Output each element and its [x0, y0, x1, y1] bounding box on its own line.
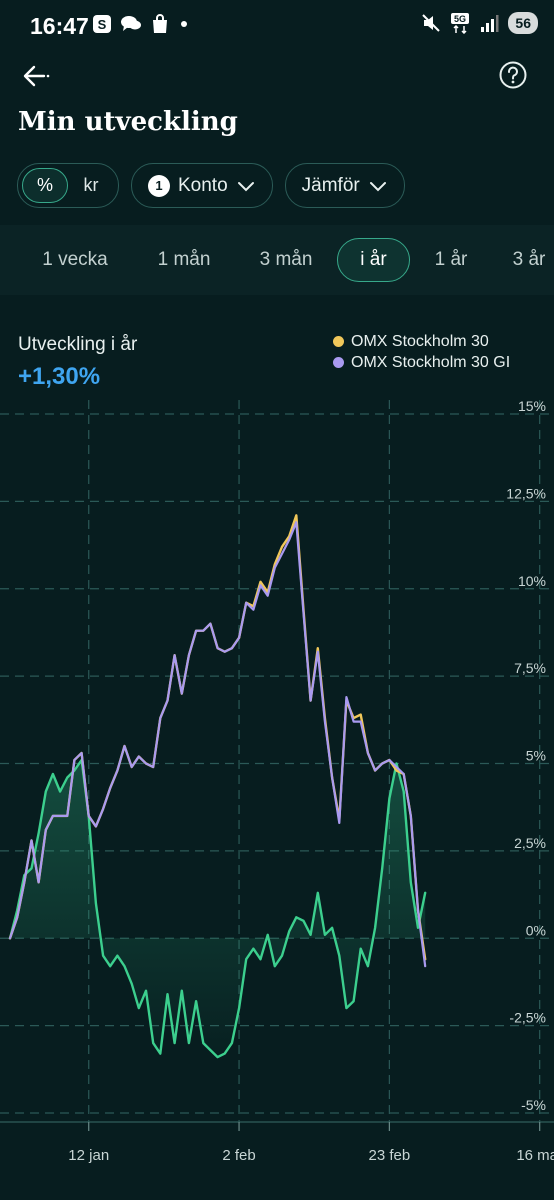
x-tick-label: 12 jan	[68, 1147, 109, 1164]
y-tick-label: 10%	[518, 573, 546, 589]
help-button[interactable]	[498, 60, 528, 90]
unit-toggle: % kr	[17, 163, 119, 208]
battery-indicator: 56	[508, 12, 538, 34]
y-tick-label: -2,5%	[509, 1010, 546, 1026]
legend-label-omx30gi: OMX Stockholm 30 GI	[351, 353, 511, 371]
y-tick-label: 15%	[518, 400, 546, 414]
network-5g-icon: 5G	[451, 13, 470, 34]
question-circle-icon	[499, 61, 527, 89]
x-tick-label: 23 feb	[369, 1147, 411, 1164]
y-tick-label: 5%	[526, 748, 546, 764]
x-tick-label: 2 feb	[222, 1147, 255, 1164]
account-filter-button[interactable]: 1 Konto	[131, 163, 273, 208]
x-tick-label: 16 mar	[516, 1147, 554, 1164]
performance-value: +1,30%	[18, 363, 101, 390]
svg-text:S: S	[98, 17, 107, 32]
unit-kr-option[interactable]: kr	[83, 175, 99, 195]
legend-item-omx30: OMX Stockholm 30	[333, 331, 510, 352]
tab-1-ar[interactable]: 1 år	[434, 249, 468, 270]
tab-3-man[interactable]: 3 mån	[259, 249, 313, 270]
y-tick-label: 12,5%	[506, 485, 546, 501]
y-tick-label: 2,5%	[514, 835, 546, 851]
dot-icon	[181, 21, 187, 27]
tab-3-ar[interactable]: 3 år	[512, 249, 546, 270]
performance-label: Utveckling i år	[18, 334, 138, 355]
compare-filter-button[interactable]: Jämför	[284, 163, 405, 208]
tab-i-ar[interactable]: i år	[337, 238, 410, 282]
chevron-down-icon	[369, 181, 386, 191]
top-bar	[0, 56, 554, 96]
tab-1-vecka[interactable]: 1 vecka	[42, 249, 108, 270]
y-tick-label: 0%	[526, 922, 546, 938]
status-time: 16:47	[30, 13, 89, 39]
s-app-icon: S	[93, 15, 111, 33]
status-bar: 16:47 S 5G 56	[0, 0, 554, 52]
portfolio-area	[10, 760, 426, 1058]
omx30gi-line	[8, 521, 427, 968]
y-tick-label: -5%	[521, 1097, 546, 1113]
portfolio-line	[8, 758, 427, 1059]
y-tick-label: 7,5%	[514, 660, 546, 676]
unit-percent-option[interactable]: %	[22, 168, 68, 203]
compare-filter-label: Jämför	[301, 174, 360, 196]
performance-chart[interactable]: 15% 12,5% 10% 7,5% 5% 2,5% 0% -2,5% -5% 12 jan 2 …	[0, 400, 554, 1180]
network-label: 5G	[454, 14, 466, 24]
legend-item-omx30gi: OMX Stockholm 30 GI	[333, 352, 510, 373]
account-count-badge: 1	[148, 174, 170, 197]
shopping-bag-icon	[153, 14, 167, 33]
back-button[interactable]	[18, 58, 58, 94]
account-filter-label: Konto	[178, 174, 228, 196]
chat-bubbles-icon	[121, 16, 141, 31]
tab-1-man[interactable]: 1 mån	[157, 249, 211, 270]
chevron-down-icon	[237, 181, 254, 191]
legend-dot-omx30gi	[333, 357, 344, 368]
filter-row: % kr 1 Konto Jämför	[17, 163, 405, 208]
chart-legend: OMX Stockholm 30 OMX Stockholm 30 GI	[333, 331, 510, 373]
page-title: Min utveckling	[18, 107, 238, 137]
mute-icon	[422, 14, 441, 32]
arrow-left-icon	[23, 65, 50, 87]
legend-dot-omx30	[333, 336, 344, 347]
signal-icon	[481, 15, 499, 32]
legend-label-omx30: OMX Stockholm 30	[351, 332, 489, 350]
period-tabs: 1 vecka 1 mån 3 mån i år 1 år 3 år	[0, 225, 554, 295]
